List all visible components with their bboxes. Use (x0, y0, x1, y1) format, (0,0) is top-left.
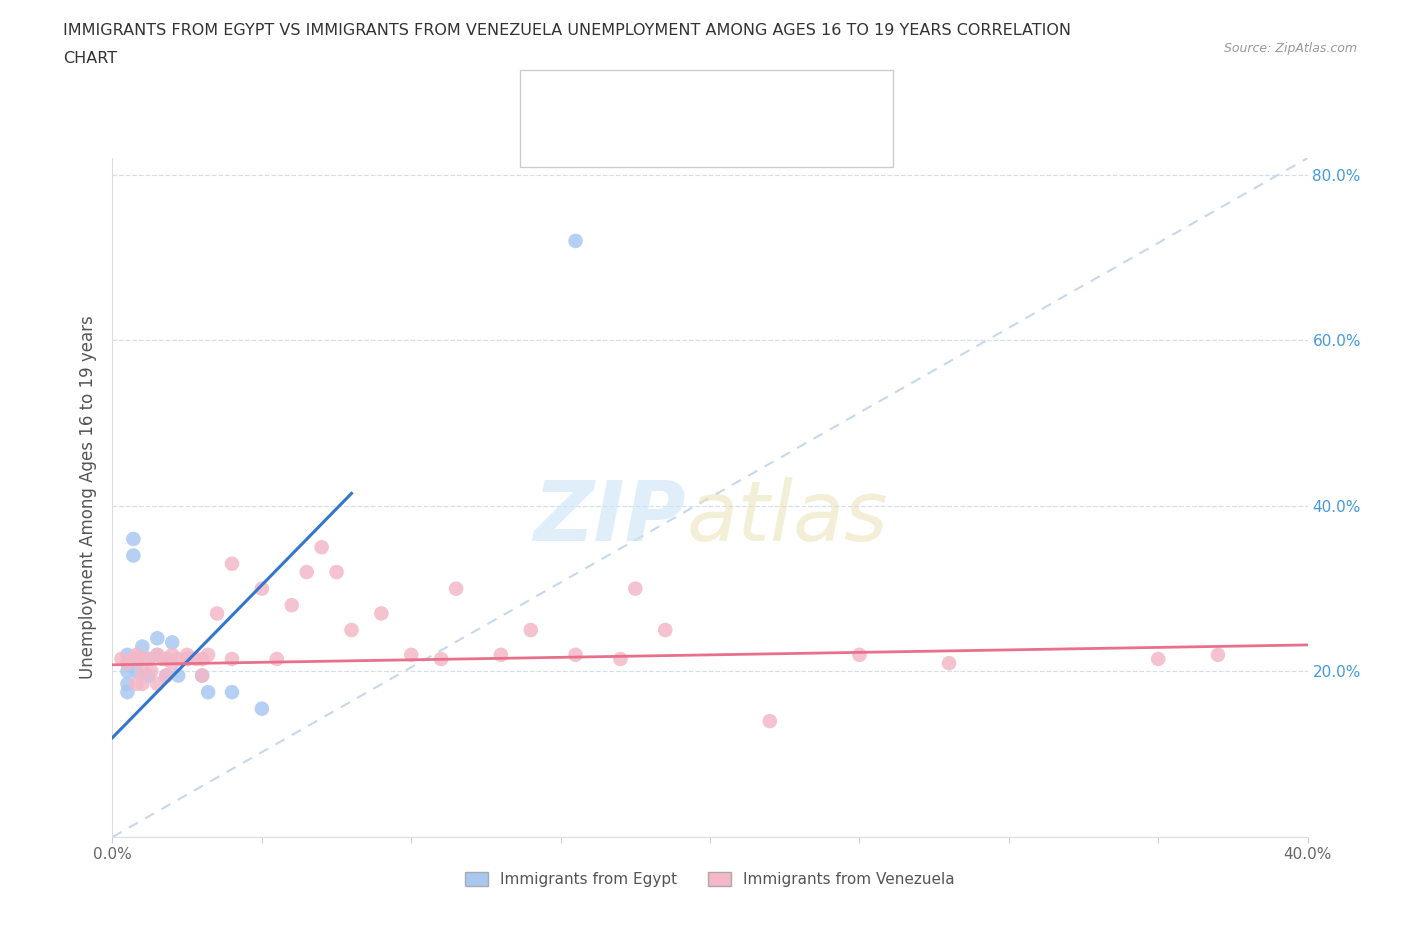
Point (176, 652, 198, 667)
Point (117, 684, 139, 699)
Point (155, 668, 177, 683)
Point (131, 652, 153, 667)
Point (564, 233, 586, 248)
Point (520, 622, 543, 637)
Point (122, 532, 145, 547)
Text: N = 49: N = 49 (745, 132, 807, 150)
Point (131, 676, 153, 691)
Point (117, 664, 139, 679)
Point (191, 668, 214, 683)
Text: atlas: atlas (686, 477, 887, 558)
Point (131, 664, 153, 679)
Point (176, 652, 198, 667)
Point (125, 664, 148, 679)
Point (221, 556, 243, 571)
Point (155, 652, 177, 667)
Point (221, 652, 243, 667)
Point (430, 652, 453, 667)
Point (848, 647, 870, 662)
Point (146, 631, 169, 645)
Text: R = 0.385: R = 0.385 (586, 92, 669, 110)
Text: R = 0.067: R = 0.067 (586, 132, 669, 150)
Point (162, 656, 183, 671)
Point (186, 652, 208, 667)
Text: IMMIGRANTS FROM EGYPT VS IMMIGRANTS FROM VENEZUELA UNEMPLOYMENT AMONG AGES 16 TO: IMMIGRANTS FROM EGYPT VS IMMIGRANTS FROM… (63, 23, 1071, 38)
Text: CHART: CHART (63, 51, 117, 66)
Point (250, 581, 273, 596)
Point (266, 652, 288, 667)
Point (138, 652, 160, 667)
Point (146, 676, 169, 691)
Point (281, 598, 304, 613)
Point (938, 656, 960, 671)
Point (191, 652, 214, 667)
Point (162, 647, 183, 662)
Point (197, 684, 219, 699)
Point (162, 635, 183, 650)
Point (125, 647, 148, 662)
Point (370, 606, 392, 621)
Point (340, 622, 363, 637)
Point (155, 652, 177, 667)
Text: N = 25: N = 25 (745, 92, 807, 110)
Point (1147, 652, 1170, 667)
Point (155, 668, 177, 683)
Point (1206, 647, 1229, 662)
Point (146, 647, 169, 662)
Point (401, 647, 423, 662)
Point (250, 701, 273, 716)
Point (624, 581, 647, 596)
Point (110, 652, 132, 667)
Point (131, 652, 153, 667)
Point (152, 652, 174, 667)
Point (609, 652, 631, 667)
Point (125, 652, 148, 667)
Point (489, 647, 512, 662)
Point (654, 622, 676, 637)
Point (295, 565, 318, 579)
Point (167, 652, 190, 667)
Point (131, 639, 153, 654)
Point (138, 668, 160, 683)
Point (141, 664, 163, 679)
Y-axis label: Unemployment Among Ages 16 to 19 years: Unemployment Among Ages 16 to 19 years (79, 315, 97, 680)
Point (205, 606, 228, 621)
Point (117, 656, 139, 671)
Point (138, 652, 160, 667)
Point (122, 652, 145, 667)
Point (146, 647, 169, 662)
Point (191, 668, 214, 683)
Point (117, 676, 139, 691)
Point (221, 684, 243, 699)
Legend: Immigrants from Egypt, Immigrants from Venezuela: Immigrants from Egypt, Immigrants from V… (465, 872, 955, 887)
Point (444, 581, 467, 596)
Text: ZIP: ZIP (533, 477, 686, 558)
Point (176, 647, 198, 662)
Point (117, 656, 139, 671)
Text: Source: ZipAtlas.com: Source: ZipAtlas.com (1223, 42, 1357, 55)
Point (311, 539, 333, 554)
Point (197, 647, 219, 662)
Point (167, 668, 190, 683)
Point (759, 713, 782, 728)
Point (125, 676, 148, 691)
Point (117, 647, 139, 662)
Point (122, 548, 145, 563)
Point (564, 647, 586, 662)
Point (325, 565, 347, 579)
